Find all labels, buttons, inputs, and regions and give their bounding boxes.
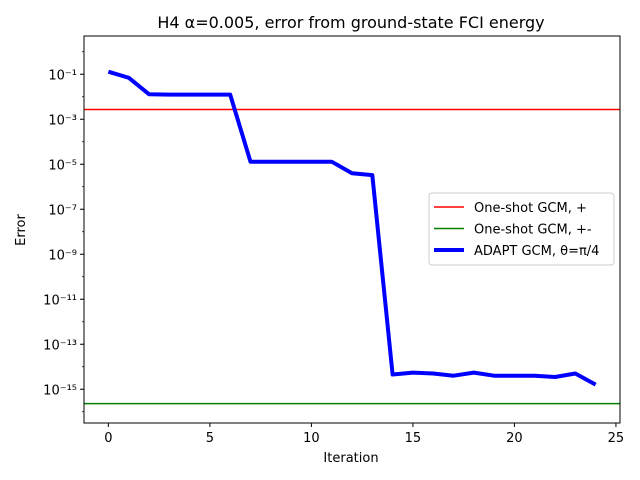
y-tick-label: 10⁻¹ xyxy=(48,68,77,83)
legend-label: ADAPT GCM, θ=π/4 xyxy=(474,244,599,259)
x-tick-label: 10 xyxy=(303,431,320,446)
y-tick-label: 10⁻⁹ xyxy=(48,248,77,263)
y-tick-label: 10⁻¹³ xyxy=(43,338,77,353)
y-axis: 10⁻¹ 10⁻³ 10⁻⁵ 10⁻⁷ 10⁻⁹ 10⁻¹¹ 10⁻¹³ 10⁻¹⁵ xyxy=(43,51,84,413)
chart-title: H4 α=0.005, error from ground-state FCI … xyxy=(157,13,544,32)
y-tick-label: 10⁻¹¹ xyxy=(43,293,77,308)
plot-area xyxy=(84,69,620,405)
x-tick-label: 20 xyxy=(506,431,523,446)
y-axis-label: Error xyxy=(14,214,29,246)
x-tick-label: 0 xyxy=(104,431,112,446)
y-tick-label: 10⁻⁷ xyxy=(48,203,77,218)
x-tick-label: 25 xyxy=(608,431,625,446)
x-axis: 0 5 10 15 20 25 xyxy=(104,423,624,446)
legend-box xyxy=(428,192,615,266)
x-tick-label: 5 xyxy=(206,431,214,446)
legend-label: One-shot GCM, +- xyxy=(474,223,592,238)
x-tick-label: 15 xyxy=(405,431,422,446)
series-line xyxy=(107,69,597,387)
y-tick-label: 10⁻¹⁵ xyxy=(43,383,77,398)
y-tick-label: 10⁻⁵ xyxy=(48,158,77,173)
legend-label: One-shot GCM, + xyxy=(474,201,587,216)
axes-frame xyxy=(83,35,621,424)
y-tick-label: 10⁻³ xyxy=(48,113,77,128)
x-axis-label: Iteration xyxy=(323,451,378,466)
legend: One-shot GCM, + One-shot GCM, +- ADAPT GCM… xyxy=(428,192,615,266)
